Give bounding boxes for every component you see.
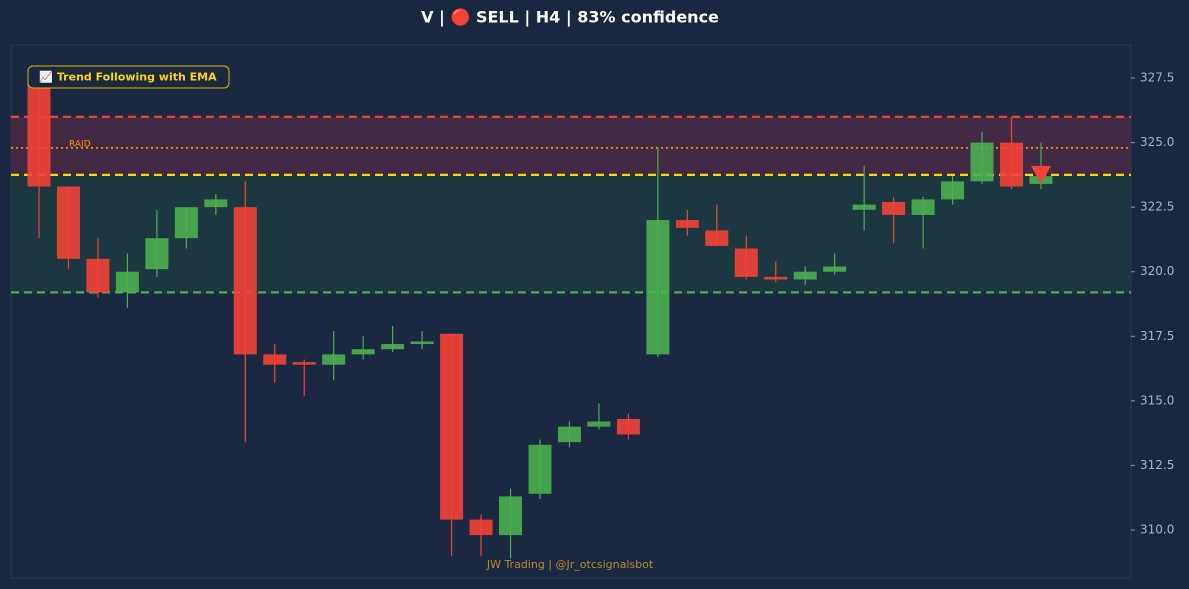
y-tick-label: 320.0	[1140, 264, 1174, 278]
candle-body	[263, 354, 287, 365]
candle-body	[675, 220, 699, 228]
candle-body	[764, 276, 788, 280]
annotation: 📈 Trend Following with EMA	[39, 71, 217, 84]
candle-body	[941, 181, 965, 200]
candle-body	[646, 220, 670, 355]
candle-body	[56, 186, 80, 259]
candle-body	[204, 199, 228, 208]
zone	[11, 116, 1131, 175]
chart-title: V | 🔴 SELL | H4 | 83% confidence	[421, 8, 719, 28]
candle-body	[616, 418, 640, 435]
candle-body	[86, 258, 110, 293]
candle-body	[793, 271, 817, 280]
candle-body	[587, 421, 611, 427]
candle-body	[381, 344, 405, 350]
level-lines: RAID	[11, 115, 1131, 294]
candle-body	[882, 202, 906, 215]
candle-body	[970, 142, 994, 182]
candle-body	[528, 444, 552, 494]
candle-body	[499, 496, 523, 536]
y-tick-label: 315.0	[1140, 393, 1174, 407]
candles	[27, 78, 1053, 559]
candle-body	[911, 199, 935, 215]
sell-marker	[1030, 165, 1051, 184]
candle-body	[557, 426, 581, 443]
zones	[11, 116, 1131, 293]
y-tick-label: 322.5	[1140, 200, 1174, 214]
candle-body	[292, 362, 316, 365]
candle-body	[852, 204, 876, 210]
y-tick-label: 317.5	[1140, 329, 1174, 343]
candle-body	[145, 238, 169, 270]
watermark: JW Trading | @Jr_otcsignalsbot	[486, 558, 654, 571]
candle-body	[823, 266, 847, 272]
candle-body	[410, 341, 434, 345]
candle-body	[734, 248, 758, 277]
candle-body	[174, 207, 198, 239]
candle-body	[440, 333, 464, 520]
candle-body	[233, 207, 257, 355]
candle-body	[351, 349, 375, 355]
y-axis: 310.0 312.5 315.0 317.5 320.0 322.5 325.0 327.5	[1131, 71, 1174, 536]
candle-body	[469, 519, 493, 536]
candle-body	[27, 83, 51, 187]
candle-body	[115, 271, 139, 293]
annotation-box	[27, 65, 230, 89]
level-label: RAID	[69, 139, 91, 149]
y-tick-label: 310.0	[1140, 522, 1174, 536]
candle-body	[1000, 142, 1024, 187]
y-tick-label: 325.0	[1140, 135, 1174, 149]
candle-body	[322, 354, 346, 365]
y-tick-label: 327.5	[1140, 71, 1174, 85]
y-tick-label: 312.5	[1140, 458, 1174, 472]
candle-body	[705, 230, 729, 246]
